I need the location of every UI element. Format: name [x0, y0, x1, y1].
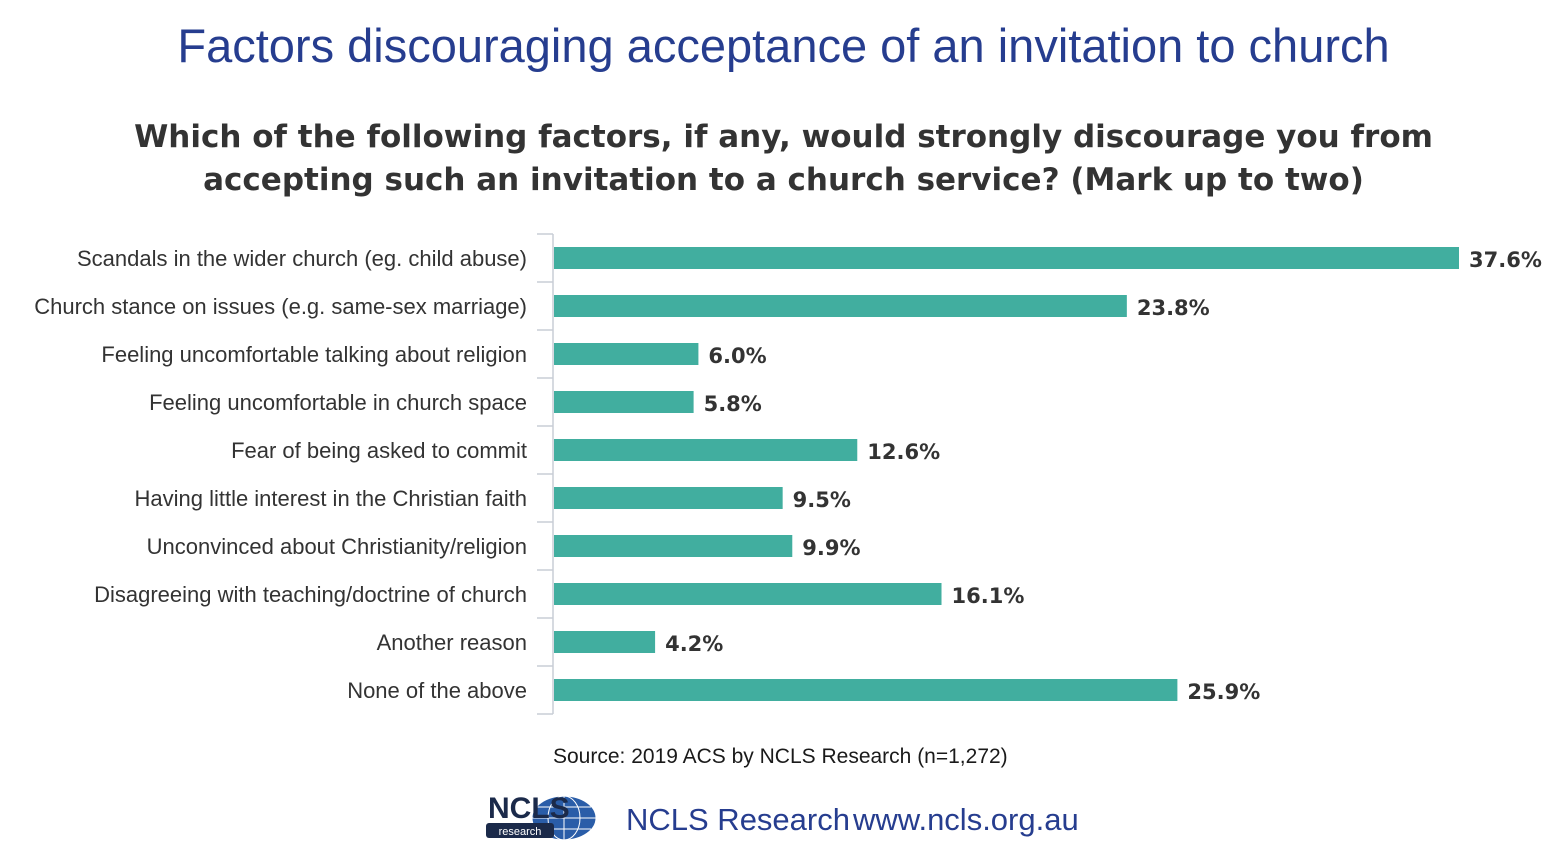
category-label: Having little interest in the Christian …: [134, 486, 527, 511]
value-label: 16.1%: [952, 584, 1025, 608]
value-label: 12.6%: [867, 440, 940, 464]
value-label: 4.2%: [665, 632, 723, 656]
category-label: Another reason: [377, 630, 527, 655]
bar: [554, 583, 942, 605]
category-label: Scandals in the wider church (eg. child …: [77, 246, 527, 271]
ncls-logo: NCLS research: [486, 792, 597, 841]
value-label: 37.6%: [1469, 248, 1542, 272]
subtitle-line-1: Which of the following factors, if any, …: [134, 119, 1433, 155]
bar: [554, 343, 699, 365]
category-label: Feeling uncomfortable in church space: [149, 390, 527, 415]
value-label: 9.5%: [793, 488, 851, 512]
chart-title: Factors discouraging acceptance of an in…: [177, 19, 1390, 72]
bar: [554, 631, 656, 653]
globe-icon: [531, 795, 597, 841]
value-label: 9.9%: [802, 536, 860, 560]
bar: [554, 439, 858, 461]
category-label: Church stance on issues (e.g. same-sex m…: [34, 294, 527, 319]
source-note: Source: 2019 ACS by NCLS Research (n=1,2…: [553, 745, 1008, 768]
bar: [554, 295, 1127, 317]
bar: [554, 535, 793, 557]
value-label: 6.0%: [708, 344, 766, 368]
logo-wordmark: NCLS: [488, 792, 570, 825]
category-label: Unconvinced about Christianity/religion: [147, 534, 527, 559]
logo-subtext: research: [499, 826, 542, 838]
brand-name: NCLS Research: [626, 802, 850, 837]
value-label: 25.9%: [1187, 680, 1260, 704]
logo-tag: [486, 823, 554, 838]
value-label: 23.8%: [1137, 296, 1210, 320]
category-label: Feeling uncomfortable talking about reli…: [101, 342, 527, 367]
chart-subtitle: Which of the following factors, if any, …: [60, 116, 1507, 202]
website-link[interactable]: www.ncls.org.au: [853, 802, 1079, 837]
bar: [554, 487, 783, 509]
category-label: Disagreeing with teaching/doctrine of ch…: [94, 582, 527, 607]
category-label: Fear of being asked to commit: [231, 438, 527, 463]
subtitle-line-2: accepting such an invitation to a church…: [203, 162, 1364, 198]
value-label: 5.8%: [704, 392, 762, 416]
bar: [554, 679, 1178, 701]
bar: [554, 391, 694, 413]
bar: [554, 247, 1459, 269]
category-label: None of the above: [347, 678, 527, 703]
